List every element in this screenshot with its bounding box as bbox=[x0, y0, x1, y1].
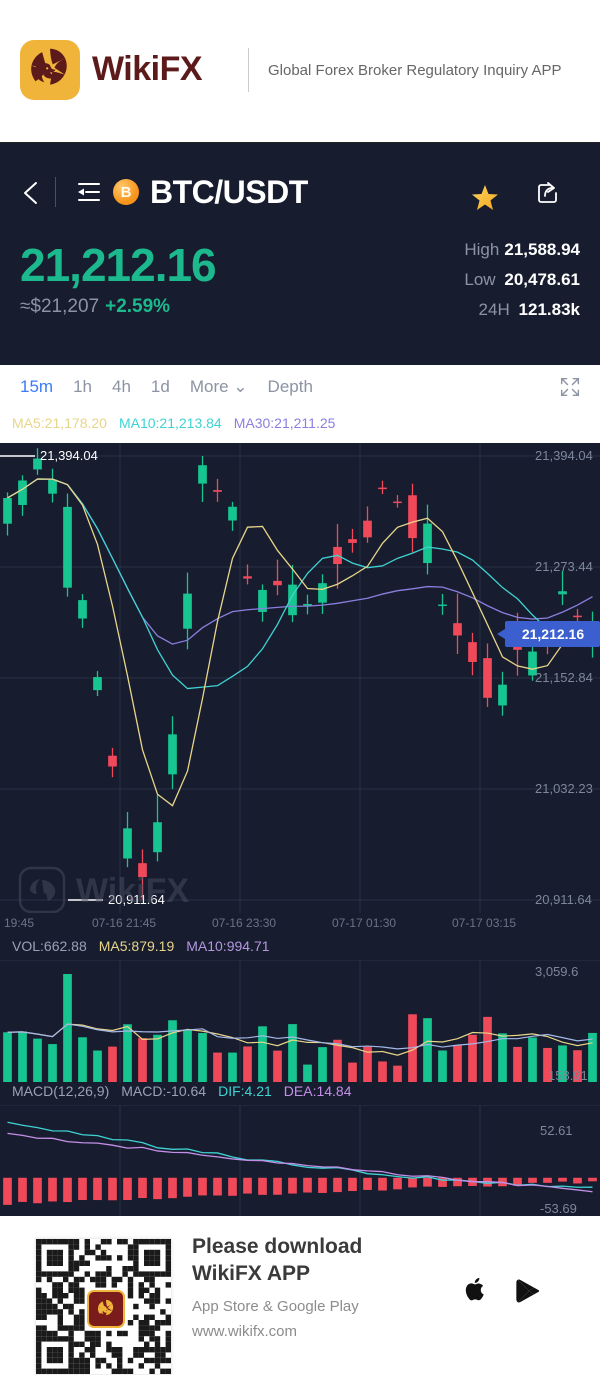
svg-text:158.91: 158.91 bbox=[548, 1068, 588, 1083]
svg-text:21,394.04: 21,394.04 bbox=[40, 448, 98, 463]
svg-text:21,152.84: 21,152.84 bbox=[535, 670, 593, 685]
svg-text:-53.69: -53.69 bbox=[540, 1201, 577, 1216]
svg-text:B: B bbox=[121, 184, 132, 201]
svg-text:52.61: 52.61 bbox=[540, 1123, 573, 1138]
svg-text:3,059.6: 3,059.6 bbox=[535, 964, 578, 979]
svg-text:WikiFX: WikiFX bbox=[76, 872, 189, 910]
svg-text:21,394.04: 21,394.04 bbox=[535, 448, 593, 463]
svg-text:21,273.44: 21,273.44 bbox=[535, 559, 593, 574]
svg-text:20,911.64: 20,911.64 bbox=[535, 892, 592, 907]
svg-text:21,032.23: 21,032.23 bbox=[535, 781, 593, 796]
svg-text:21,212.16: 21,212.16 bbox=[522, 626, 584, 642]
